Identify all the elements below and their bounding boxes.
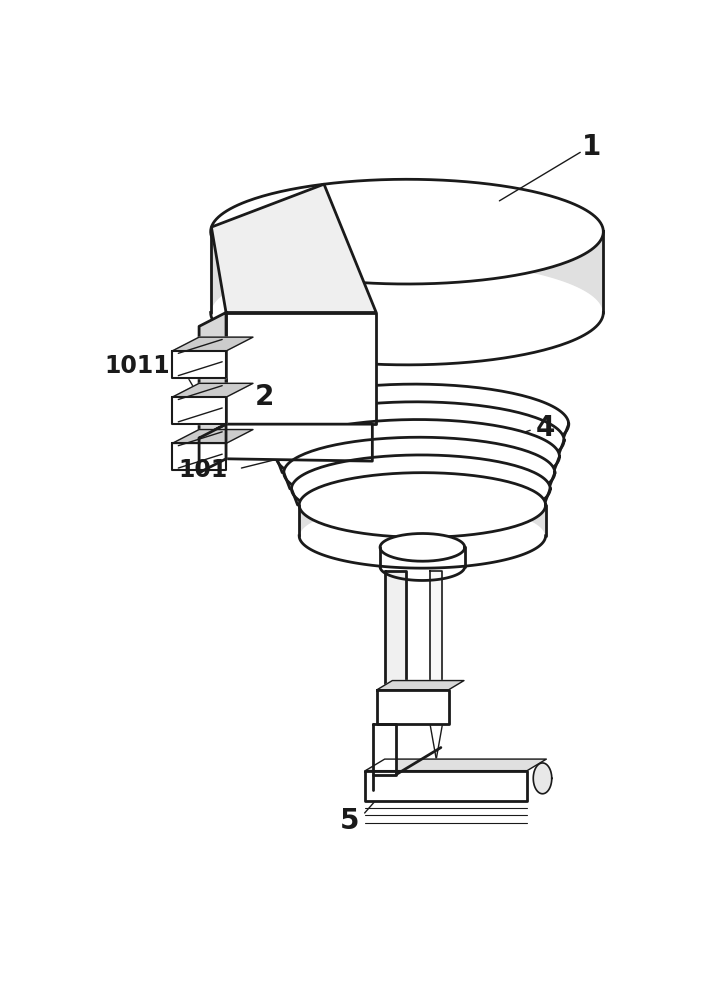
Text: 1: 1	[582, 133, 601, 161]
Polygon shape	[211, 179, 604, 284]
Polygon shape	[172, 337, 253, 351]
Text: 2: 2	[255, 383, 274, 411]
Polygon shape	[268, 402, 564, 456]
Polygon shape	[377, 690, 448, 724]
Polygon shape	[299, 473, 546, 537]
Polygon shape	[172, 383, 253, 397]
Polygon shape	[291, 455, 550, 523]
Polygon shape	[211, 179, 604, 312]
Text: 5: 5	[339, 807, 359, 835]
Polygon shape	[199, 424, 226, 473]
Polygon shape	[284, 437, 555, 489]
Polygon shape	[377, 681, 464, 690]
Polygon shape	[299, 473, 546, 536]
Polygon shape	[284, 437, 555, 508]
Polygon shape	[172, 443, 226, 470]
Polygon shape	[373, 724, 396, 774]
Polygon shape	[268, 402, 564, 479]
Polygon shape	[276, 420, 559, 493]
Text: 1011: 1011	[105, 354, 170, 378]
Polygon shape	[199, 312, 226, 438]
Polygon shape	[226, 312, 376, 424]
Polygon shape	[261, 384, 569, 464]
Polygon shape	[199, 424, 372, 473]
Polygon shape	[276, 420, 559, 473]
Polygon shape	[365, 771, 527, 801]
Polygon shape	[430, 571, 442, 724]
Polygon shape	[365, 759, 546, 771]
Polygon shape	[261, 384, 569, 440]
Polygon shape	[384, 571, 406, 701]
Polygon shape	[172, 351, 226, 378]
Polygon shape	[172, 397, 226, 424]
Text: 4: 4	[536, 414, 556, 442]
Polygon shape	[211, 184, 376, 312]
Text: 101: 101	[178, 458, 228, 482]
Polygon shape	[380, 533, 465, 561]
Polygon shape	[172, 430, 253, 443]
Polygon shape	[533, 763, 552, 794]
Polygon shape	[291, 455, 550, 505]
